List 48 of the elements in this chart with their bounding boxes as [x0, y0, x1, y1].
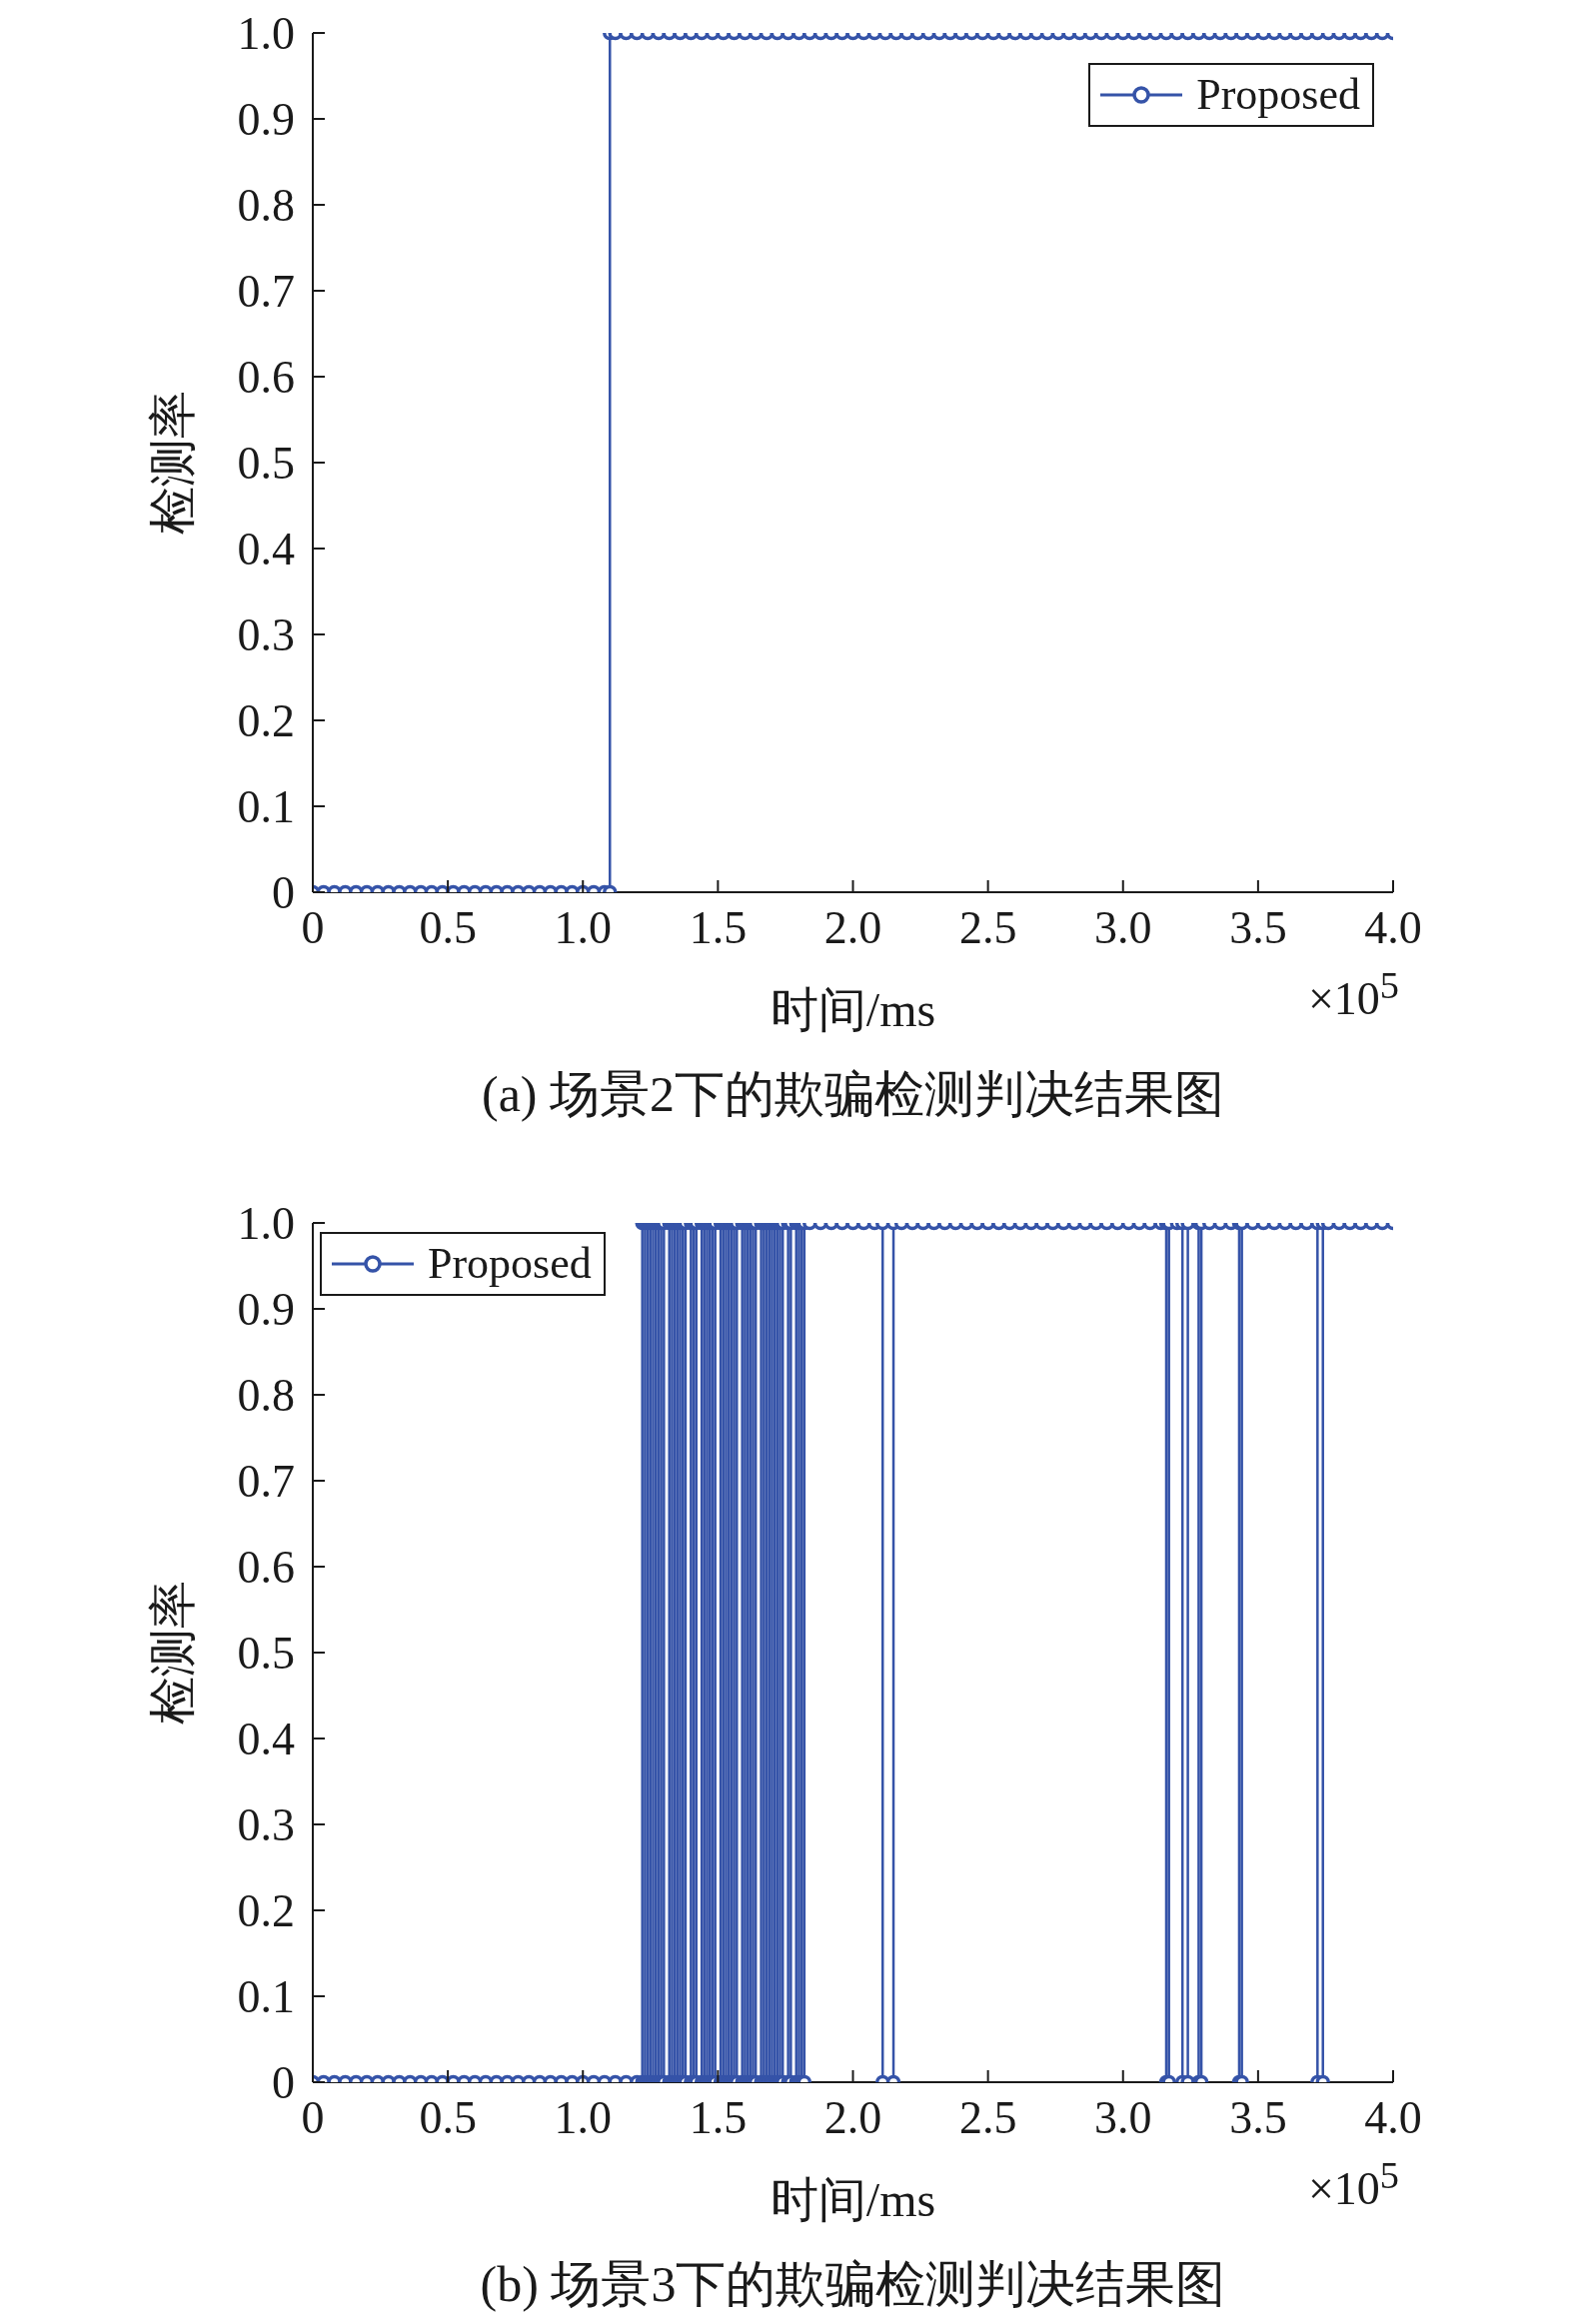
y-tick-label: 0.8	[237, 179, 295, 231]
y-tick-label: 0.9	[237, 93, 295, 145]
y-tick-label: 0.1	[237, 780, 295, 832]
x-tick-label: 3.0	[1094, 901, 1152, 953]
y-tick-label: 0.1	[237, 1970, 295, 2022]
x-tick-label: 1.5	[689, 2091, 748, 2143]
x-tick-label: 2.0	[823, 901, 882, 953]
y-tick-label: 0.6	[237, 351, 295, 403]
y-tick-label: 0.7	[237, 1455, 295, 1507]
legend-label: Proposed	[428, 1239, 592, 1289]
y-tick-label: 0.3	[237, 608, 295, 660]
x-tick-label: 4.0	[1364, 2091, 1422, 2143]
x-tick-label: 4.0	[1364, 901, 1422, 953]
y-tick-label: 0.5	[237, 1627, 295, 1679]
y-tick-label: 0	[272, 866, 295, 918]
text: (a) 场景2下的欺骗检测判决结果图	[481, 1065, 1225, 1124]
y-tick-label: 0.7	[237, 265, 295, 317]
y-tick-label: 0.4	[237, 523, 295, 575]
x-tick-label: 2.0	[823, 2091, 882, 2143]
x-tick-label: 1.5	[689, 901, 748, 953]
y-tick-label: 0	[272, 2056, 295, 2108]
y-axis-title: 检测率	[146, 391, 199, 535]
text: (b) 场景3下的欺骗检测判决结果图	[479, 2255, 1227, 2314]
x-axis-title: 时间/ms	[770, 983, 936, 1036]
y-tick-label: 0.4	[237, 1713, 295, 1764]
y-tick-label: 0.2	[237, 1884, 295, 1936]
y-tick-label: 1.0	[237, 1197, 295, 1249]
y-tick-label: 0.6	[237, 1541, 295, 1593]
legend-label: Proposed	[1196, 70, 1360, 120]
x-tick-label: 3.5	[1229, 2091, 1287, 2143]
y-tick-label: 0.9	[237, 1283, 295, 1335]
y-tick-label: 0.2	[237, 694, 295, 746]
y-tick-label: 0.8	[237, 1369, 295, 1421]
y-tick-label: 0.3	[237, 1798, 295, 1850]
x-tick-label: 3.0	[1094, 2091, 1152, 2143]
x-tick-label: 2.5	[958, 2091, 1017, 2143]
y-tick-label: 0.5	[237, 437, 295, 489]
y-tick-label: 1.0	[237, 7, 295, 59]
x-tick-label: 3.5	[1229, 901, 1287, 953]
text: ×10$^{5}$	[1307, 2154, 1399, 2215]
x-tick-label: 0.5	[419, 901, 477, 953]
x-tick-label: 1.0	[554, 901, 612, 953]
text: ×10$^{5}$	[1307, 964, 1399, 1025]
x-tick-label: 2.5	[958, 901, 1017, 953]
x-axis-title: 时间/ms	[770, 2173, 936, 2226]
x-tick-label: 1.0	[554, 2091, 612, 2143]
y-axis-title: 检测率	[146, 1581, 199, 1725]
x-tick-label: 0.5	[419, 2091, 477, 2143]
